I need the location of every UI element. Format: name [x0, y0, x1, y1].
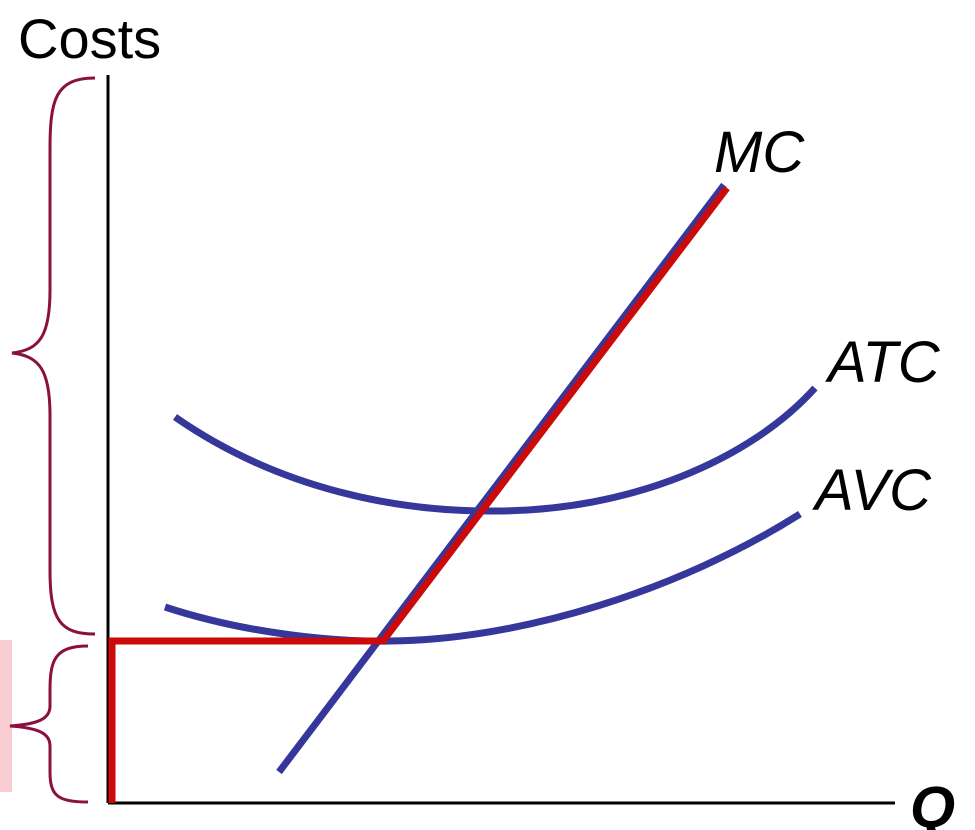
avc-curve	[163, 511, 802, 645]
x-axis-label: Q	[910, 775, 955, 830]
y-axis-label: Costs	[18, 7, 161, 70]
upper-brace	[11, 76, 96, 636]
supply-curve	[108, 185, 730, 803]
atc-label: ATC	[825, 330, 941, 395]
avc-label: AVC	[812, 458, 932, 523]
lower-brace	[9, 644, 89, 804]
atc-curve	[173, 385, 818, 515]
mc-label: MC	[714, 120, 805, 185]
mc-curve	[276, 182, 727, 775]
pink-marker	[0, 640, 12, 792]
